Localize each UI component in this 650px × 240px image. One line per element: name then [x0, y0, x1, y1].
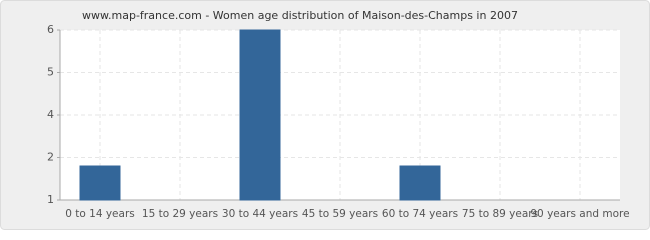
bar	[79, 165, 121, 201]
x-tick-label: 15 to 29 years	[142, 208, 218, 220]
x-tick-label: 30 to 44 years	[222, 208, 298, 220]
y-tick-label: 4	[47, 108, 54, 121]
y-tick-label: 5	[47, 66, 54, 79]
x-tick-label: 75 to 89 years	[462, 208, 538, 220]
bar	[399, 165, 441, 201]
y-tick-label: 2	[47, 151, 54, 164]
bar	[239, 29, 281, 201]
y-tick-label: 1	[47, 193, 54, 206]
x-tick-label: 0 to 14 years	[65, 208, 135, 220]
y-tick-label: 6	[47, 23, 54, 36]
chart: www.map-france.com - Women age distribut…	[0, 0, 650, 230]
x-tick-label: 45 to 59 years	[302, 208, 378, 220]
x-tick-label: 90 years and more	[530, 208, 629, 220]
x-tick-label: 60 to 74 years	[382, 208, 458, 220]
chart-title: www.map-france.com - Women age distribut…	[82, 9, 518, 22]
